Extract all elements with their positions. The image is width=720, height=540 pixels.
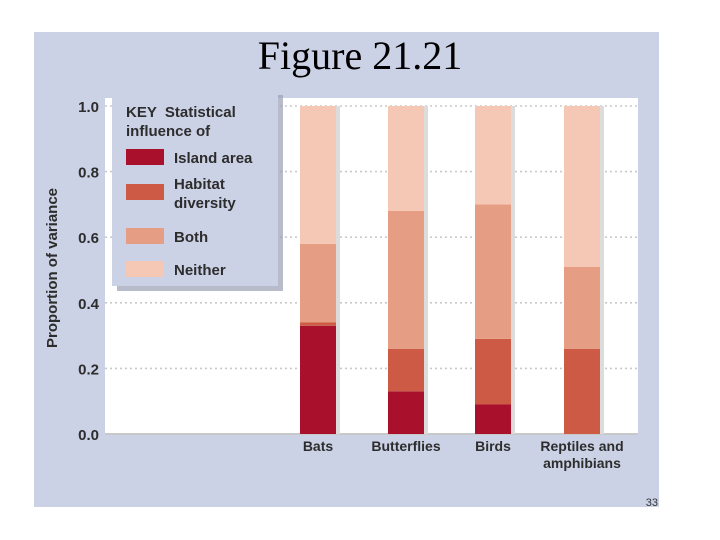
slide-title: Figure 21.21 <box>257 33 463 78</box>
legend-entries: Island area Habitat diversity Both Neither <box>126 149 253 279</box>
bar-shadow <box>336 106 340 434</box>
y-tick-labels: 0.0 0.2 0.4 0.6 0.8 1.0 <box>78 99 100 444</box>
page-number: 33 <box>645 497 658 509</box>
legend-label: Habitat <box>174 176 225 193</box>
bar-segment <box>475 204 511 339</box>
y-tick-label: 0.0 <box>78 427 99 444</box>
y-tick-label: 0.4 <box>78 296 100 313</box>
bar-segment <box>564 106 600 267</box>
y-axis-label: Proportion of variance <box>44 188 61 348</box>
legend-swatch <box>126 184 164 200</box>
bar-segment <box>475 404 511 434</box>
bar-segment <box>475 106 511 205</box>
legend-label: Neither <box>174 262 226 279</box>
x-tick-label: Birds <box>475 438 511 454</box>
y-tick-label: 0.8 <box>78 165 99 182</box>
y-tick-label: 0.6 <box>78 230 99 247</box>
y-tick-label: 1.0 <box>78 99 99 116</box>
legend: KEY Statistical influence of Island area… <box>112 90 283 291</box>
bars-group <box>300 106 604 434</box>
bar-segment <box>388 106 424 211</box>
bar-segment <box>388 391 424 434</box>
x-tick-label: Reptiles and <box>540 438 623 454</box>
bar-segment <box>300 106 336 244</box>
x-tick-label: Bats <box>303 438 334 454</box>
x-tick-label: amphibians <box>543 455 621 471</box>
y-tick-label: 0.2 <box>78 361 99 378</box>
legend-label: Both <box>174 229 208 246</box>
bar-shadow <box>600 106 604 434</box>
bar-segment <box>300 322 336 326</box>
bar-segment <box>475 338 511 405</box>
legend-swatch <box>126 149 164 165</box>
legend-label: Island area <box>174 150 253 167</box>
bar-segment <box>388 348 424 392</box>
legend-title-line1: KEY Statistical <box>126 104 236 121</box>
bar-segment <box>300 243 336 323</box>
legend-swatch <box>126 261 164 277</box>
bar-shadow <box>424 106 428 434</box>
bar-segment <box>388 210 424 349</box>
legend-label: diversity <box>174 195 236 212</box>
x-tick-label: Butterflies <box>371 438 440 454</box>
bar-shadow <box>511 106 515 434</box>
gridlines <box>105 105 638 435</box>
bar-segment <box>564 266 600 349</box>
legend-swatch <box>126 228 164 244</box>
bar-segment <box>300 325 336 434</box>
x-tick-labels: Bats Butterflies Birds Reptiles andamphibia… <box>303 438 624 471</box>
bar-segment <box>564 348 600 434</box>
legend-title-line2: influence of <box>126 123 211 140</box>
